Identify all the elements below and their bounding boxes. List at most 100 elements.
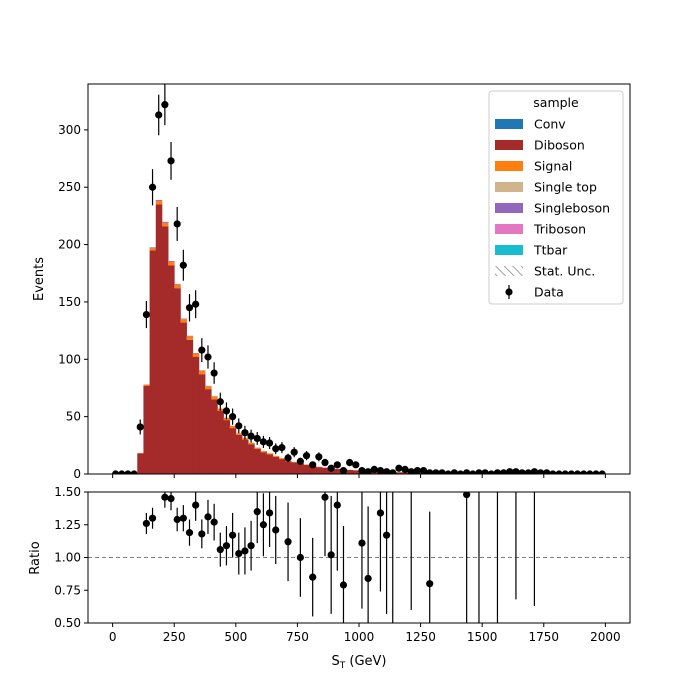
ratio-point: [259, 493, 268, 557]
legend-entry: Signal: [495, 159, 572, 174]
diboson-bar: [346, 469, 354, 474]
diboson-bar: [303, 464, 311, 474]
data-point: [493, 469, 502, 474]
data-point: [395, 464, 403, 472]
data-point: [265, 437, 274, 449]
data-point: [536, 469, 545, 474]
signal-bar: [155, 201, 163, 205]
data-point: [586, 470, 594, 474]
diboson-bar: [322, 467, 329, 474]
data-point: [346, 458, 354, 467]
data-point: [321, 458, 329, 467]
data-point: [567, 470, 575, 474]
ratio-point: [173, 507, 181, 532]
ratio-point: [426, 511, 434, 623]
legend-entry: Stat. Unc.: [495, 264, 595, 279]
diboson-bar: [260, 452, 268, 474]
ratio-point: [364, 506, 372, 623]
data-point: [296, 457, 304, 466]
data-point: [580, 470, 588, 474]
ratio-point: [265, 492, 274, 548]
ratio-point: [179, 505, 187, 532]
diboson-bar: [198, 374, 206, 474]
diboson-bar: [192, 357, 200, 474]
singleboson-bar: [180, 318, 187, 320]
diboson-bar: [223, 420, 231, 474]
data-point: [130, 470, 138, 474]
y-tick-label: 300: [58, 123, 81, 137]
signal-bar: [211, 396, 218, 400]
x-tick-label: 1750: [528, 630, 559, 644]
data-point: [142, 301, 150, 329]
data-point: [444, 470, 452, 474]
signal-bar: [168, 261, 175, 266]
data-point: [426, 469, 434, 474]
ratio-point: [333, 492, 341, 571]
legend-swatch: [495, 182, 523, 192]
x-tick-label: 500: [224, 630, 247, 644]
data-point: [216, 392, 224, 411]
data-point: [136, 419, 144, 435]
diboson-bar: [235, 435, 243, 474]
main-x-ticks: [112, 474, 606, 478]
signal-bar: [174, 284, 181, 289]
ratio-point: [148, 507, 157, 529]
data-point: [290, 447, 298, 458]
legend-label: Stat. Unc.: [534, 264, 595, 279]
data-point: [364, 468, 372, 474]
singleboson-bar: [149, 247, 157, 249]
x-tick-label: 1250: [405, 630, 436, 644]
data-point: [192, 290, 200, 319]
data-point: [241, 425, 249, 440]
legend-label: Signal: [534, 159, 572, 174]
ratio-y-tick-label: 0.50: [54, 616, 81, 630]
diboson-bar: [297, 463, 304, 474]
legend-swatch: [495, 203, 523, 213]
singleboson-bar: [186, 335, 194, 337]
data-point: [598, 470, 606, 474]
data-point: [253, 432, 261, 445]
diboson-bar: [278, 459, 286, 474]
data-point: [148, 169, 157, 206]
diboson-bar: [174, 288, 181, 474]
ratio-y-tick-label: 0.75: [54, 583, 81, 597]
signal-bar: [186, 336, 194, 340]
singleboson-bar: [174, 284, 181, 285]
signal-bar: [266, 453, 274, 455]
data-point: [272, 443, 280, 455]
data-point: [370, 465, 378, 474]
diboson-bar: [291, 462, 298, 474]
ratio-point: [198, 519, 206, 549]
y-tick-label: 100: [58, 352, 81, 366]
signal-bar: [248, 442, 255, 445]
data-point: [463, 469, 471, 474]
data-point: [229, 408, 237, 425]
diboson-bar: [241, 439, 249, 474]
data-point: [561, 470, 569, 474]
data-point: [111, 470, 120, 474]
data-point: [185, 293, 194, 322]
legend-entry: Single top: [495, 180, 597, 195]
ratio-y-tick-label: 1.25: [54, 518, 81, 532]
data-point: [524, 469, 532, 474]
diboson-bar: [254, 448, 261, 474]
y-tick-label: 50: [66, 410, 81, 424]
ratio-point: [309, 537, 317, 617]
legend-swatch: [495, 140, 523, 150]
ratio-point: [327, 495, 335, 614]
data-point: [352, 461, 360, 469]
ratio-point: [321, 492, 329, 557]
signal-bar: [205, 386, 212, 390]
data-point: [456, 470, 465, 474]
legend-marker: [505, 288, 513, 296]
diboson-bar: [352, 470, 360, 474]
diboson-bar: [137, 453, 144, 474]
diboson-bar: [309, 465, 317, 474]
ratio-point: [247, 520, 255, 571]
data-point: [167, 141, 175, 180]
singleboson-bar: [161, 221, 169, 223]
ratio-point: [241, 527, 249, 575]
diboson-bar: [149, 250, 157, 474]
legend-entry: Triboson: [495, 222, 586, 237]
data-point: [419, 466, 428, 474]
